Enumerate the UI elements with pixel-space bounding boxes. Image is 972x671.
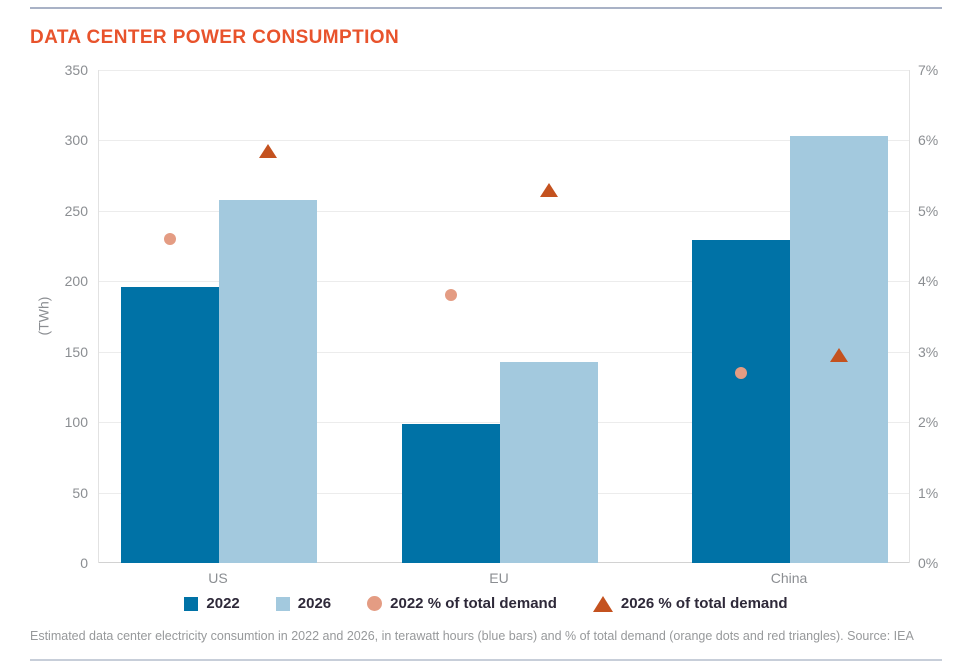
gridline-350: [99, 70, 909, 71]
triangle-2026 % of total demand-US: [259, 143, 277, 158]
y-tick-right-1%: 1%: [918, 484, 939, 501]
y-tick-right-2%: 2%: [918, 414, 939, 431]
x-tick-US: US: [208, 570, 228, 586]
bottom-divider: [30, 659, 942, 661]
caption: Estimated data center electricity consum…: [30, 629, 914, 643]
dot-2022 % of total demand-China: [735, 366, 747, 379]
x-tick-China: China: [770, 570, 808, 586]
gridline-150: [99, 351, 909, 353]
top-divider: [30, 7, 942, 9]
y-tick-right-3%: 3%: [918, 343, 939, 360]
y-tick-right-0%: 0%: [918, 555, 939, 571]
y-tick-right-7%: 7%: [918, 62, 939, 78]
y-tick-left-200: 200: [64, 273, 88, 290]
y-tick-left-0: 0: [80, 555, 88, 571]
y-tick-left-100: 100: [64, 414, 88, 431]
triangle-icon: [592, 595, 613, 612]
bar-2022-EU: [402, 423, 500, 563]
x-tick-EU: EU: [489, 570, 509, 586]
y-tick-left-50: 50: [72, 484, 88, 501]
dot-2022 % of total demand-US: [164, 233, 176, 246]
triangle-2026 % of total demand-China: [830, 348, 848, 363]
y-tick-left-350: 350: [64, 62, 88, 78]
bar-2022-US: [121, 286, 219, 563]
legend: 2022 2026 2022 % of total demand 2026 % of …: [0, 595, 972, 612]
legend-label: 2022: [206, 595, 240, 612]
plot-area: [98, 70, 910, 563]
gridline-250: [99, 210, 909, 212]
circle-icon: [367, 596, 383, 611]
legend-label: 2022 % of total demand: [390, 595, 557, 612]
y-tick-right-6%: 6%: [918, 132, 939, 149]
legend-label: 2026 % of total demand: [620, 595, 788, 612]
legend-item-2022 % of total demand: 2022 % of total demand: [367, 595, 557, 612]
legend-item-2026: 2026: [275, 595, 332, 612]
legend-label: 2026: [297, 595, 332, 612]
gridline-300: [99, 140, 909, 142]
y-tick-left-150: 150: [64, 343, 88, 360]
bar-2026-EU: [500, 361, 598, 563]
y-tick-left-300: 300: [64, 132, 88, 149]
square-icon: [184, 596, 199, 611]
bar-2026-US: [219, 199, 317, 563]
triangle-2026 % of total demand-EU: [540, 182, 558, 197]
y-tick-left-250: 250: [64, 202, 88, 219]
y-axis-label: (TWh): [35, 296, 52, 336]
square-icon: [275, 596, 290, 611]
legend-item-2026 % of total demand: 2026 % of total demand: [592, 595, 788, 612]
dot-2022 % of total demand-EU: [445, 289, 457, 302]
y-tick-right-5%: 5%: [918, 202, 939, 219]
bar-2022-China: [692, 240, 790, 563]
y-tick-right-4%: 4%: [918, 273, 939, 290]
chart-title: DATA CENTER POWER CONSUMPTION: [30, 27, 400, 48]
gridline-200: [99, 281, 909, 283]
legend-item-2022: 2022: [184, 595, 240, 612]
